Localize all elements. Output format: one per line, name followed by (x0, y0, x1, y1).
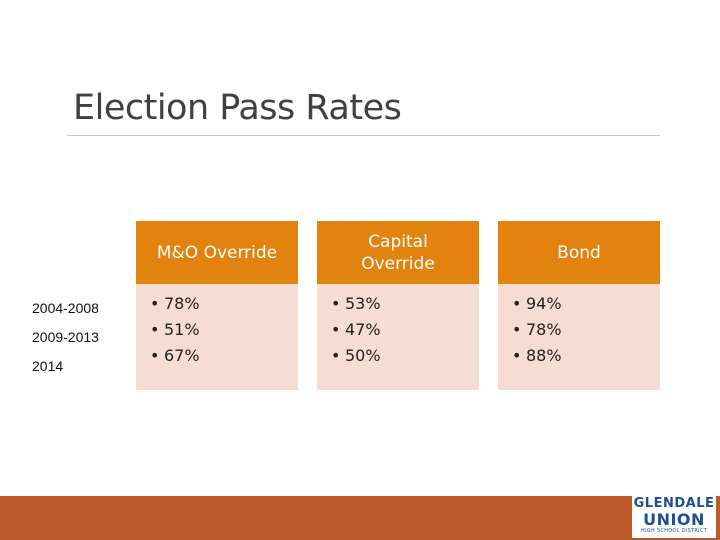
logo-line-middle: UNION (643, 510, 705, 529)
logo-line-top: GLENDALE (633, 496, 715, 511)
footer-bar (0, 496, 720, 540)
rate-item: • 78% (512, 317, 660, 343)
title-divider (67, 135, 660, 136)
bullet-icon: • (150, 346, 160, 365)
rate-value: 67% (164, 346, 200, 365)
card-capital-override: Capital Override • 53% • 47% • 50% (317, 221, 479, 390)
year-label: 2004-2008 (32, 300, 99, 316)
rate-item: • 51% (150, 317, 298, 343)
rate-item: • 53% (331, 291, 479, 317)
rate-value: 78% (164, 294, 200, 313)
rate-value: 50% (345, 346, 381, 365)
rate-value: 53% (345, 294, 381, 313)
year-labels: 2004-2008 2009-2013 2014 (32, 294, 99, 381)
bullet-icon: • (512, 294, 522, 313)
card-header: M&O Override (136, 221, 298, 284)
card-body: • 53% • 47% • 50% (317, 284, 479, 390)
bullet-icon: • (331, 346, 341, 365)
bullet-icon: • (150, 320, 160, 339)
rate-item: • 50% (331, 343, 479, 369)
bullet-icon: • (331, 294, 341, 313)
slide-title: Election Pass Rates (73, 88, 402, 128)
card-body: • 78% • 51% • 67% (136, 284, 298, 390)
logo-line-bottom: HIGH SCHOOL DISTRICT (640, 528, 708, 534)
rate-item: • 67% (150, 343, 298, 369)
bullet-icon: • (512, 320, 522, 339)
card-bond: Bond • 94% • 78% • 88% (498, 221, 660, 390)
card-mo-override: M&O Override • 78% • 51% • 67% (136, 221, 298, 390)
rate-item: • 78% (150, 291, 298, 317)
bullet-icon: • (512, 346, 522, 365)
rate-value: 51% (164, 320, 200, 339)
bullet-icon: • (150, 294, 160, 313)
card-body: • 94% • 78% • 88% (498, 284, 660, 390)
rate-value: 88% (526, 346, 562, 365)
rate-value: 78% (526, 320, 562, 339)
rate-value: 47% (345, 320, 381, 339)
card-header: Bond (498, 221, 660, 284)
bullet-icon: • (331, 320, 341, 339)
rate-item: • 94% (512, 291, 660, 317)
card-header: Capital Override (317, 221, 479, 284)
rate-item: • 88% (512, 343, 660, 369)
rate-item: • 47% (331, 317, 479, 343)
year-label: 2009-2013 (32, 329, 99, 345)
rate-value: 94% (526, 294, 562, 313)
year-label: 2014 (32, 358, 64, 374)
district-logo: GLENDALE UNION HIGH SCHOOL DISTRICT (632, 494, 716, 538)
